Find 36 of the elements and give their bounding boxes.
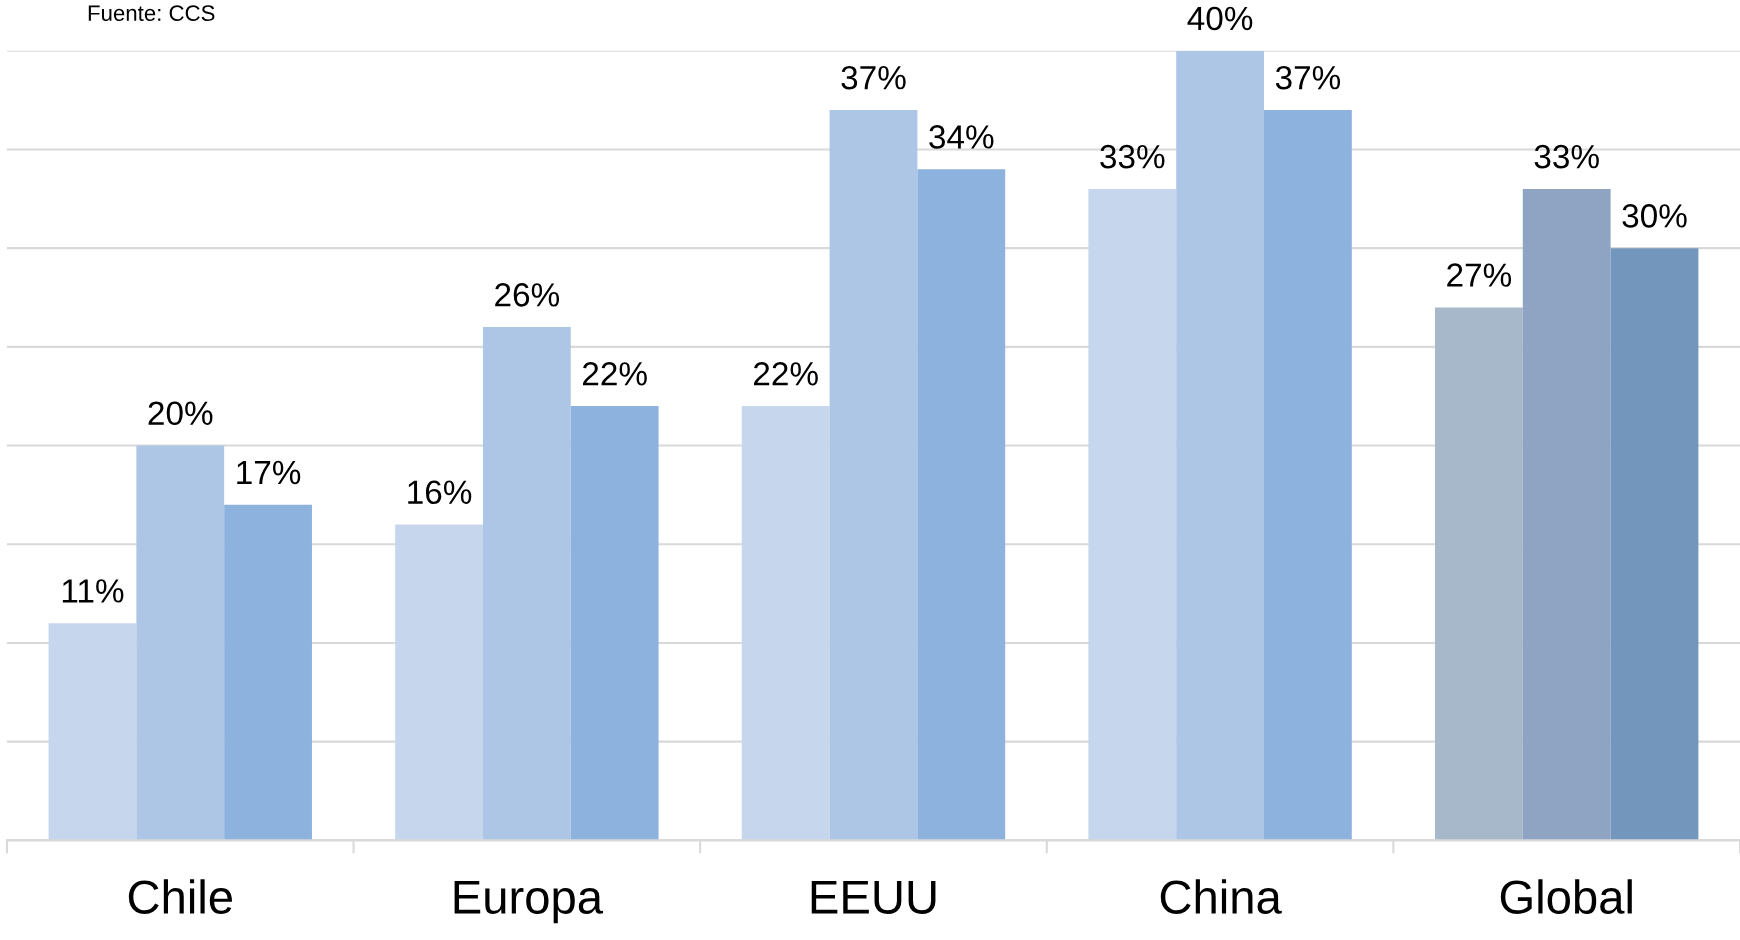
x-tick-label: Chile <box>128 879 232 914</box>
bar <box>1176 50 1264 841</box>
data-label: 26% <box>495 283 560 307</box>
data-label: 37% <box>841 65 906 90</box>
bar <box>1434 307 1523 841</box>
data-label: 11% <box>62 579 124 603</box>
bar <box>136 445 225 841</box>
bar <box>482 327 571 841</box>
x-tick-label: Europa <box>454 880 604 924</box>
bar <box>395 524 483 841</box>
data-label: 30% <box>1622 204 1687 228</box>
data-label: 20% <box>148 401 213 426</box>
bar <box>829 109 918 841</box>
bar <box>1522 188 1611 841</box>
bar <box>48 623 137 841</box>
bar <box>1610 248 1699 841</box>
data-label: 37% <box>1275 65 1341 90</box>
bar <box>224 504 312 841</box>
bar <box>917 169 1006 841</box>
bar <box>570 406 659 841</box>
data-label: 34% <box>929 125 994 149</box>
data-label: 33% <box>1100 144 1165 169</box>
data-label: 40% <box>1187 6 1253 31</box>
source-note: Fuente: CCS <box>88 5 215 22</box>
x-tick-label: Global <box>1500 879 1632 914</box>
bar <box>1263 109 1352 841</box>
data-label: 16% <box>408 480 472 505</box>
x-tick-label: EEUU <box>811 880 936 914</box>
data-label: 27% <box>1447 263 1512 287</box>
bar <box>1088 188 1177 841</box>
data-label: 22% <box>583 362 647 386</box>
data-label: 17% <box>237 460 301 485</box>
data-label: 22% <box>753 362 818 386</box>
x-tick-label: China <box>1160 879 1282 914</box>
bar <box>741 406 830 841</box>
data-label: 33% <box>1534 144 1599 169</box>
